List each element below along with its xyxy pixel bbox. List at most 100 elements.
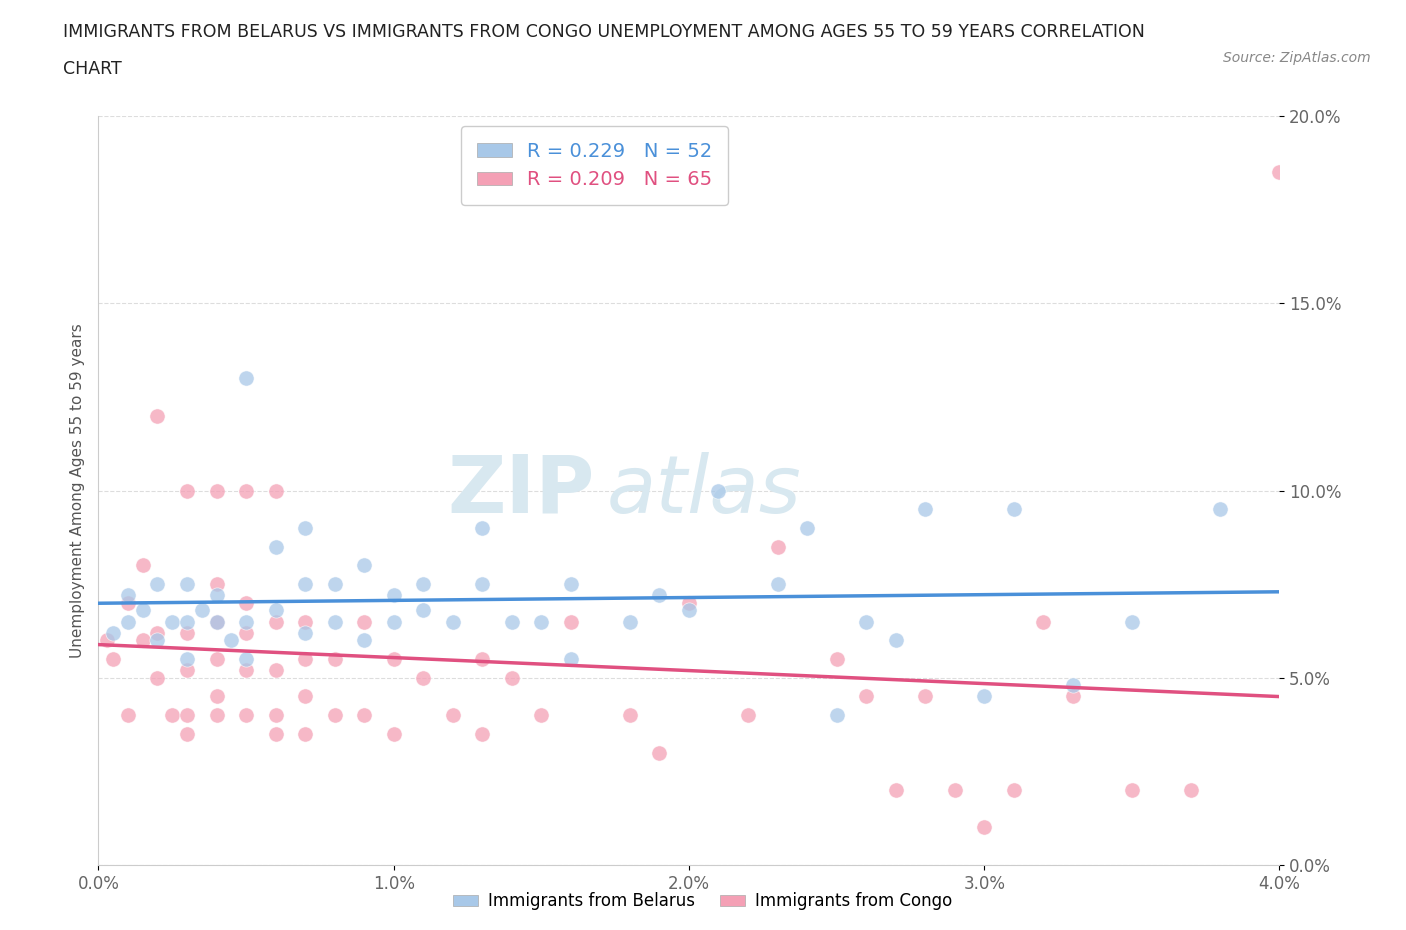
Point <box>382 652 405 667</box>
Point <box>117 614 139 629</box>
Point <box>353 614 375 629</box>
Text: CHART: CHART <box>63 60 122 78</box>
Point <box>1062 678 1084 693</box>
Point <box>766 577 789 591</box>
Point <box>973 689 995 704</box>
Point <box>323 708 346 723</box>
Point <box>264 708 287 723</box>
Text: ZIP: ZIP <box>447 452 595 529</box>
Point <box>1002 782 1025 797</box>
Point <box>117 595 139 610</box>
Point <box>205 652 228 667</box>
Y-axis label: Unemployment Among Ages 55 to 59 years: Unemployment Among Ages 55 to 59 years <box>69 324 84 658</box>
Point <box>619 614 641 629</box>
Point <box>117 708 139 723</box>
Point <box>678 595 700 610</box>
Point <box>560 652 582 667</box>
Point <box>221 632 243 647</box>
Point <box>648 588 671 603</box>
Point <box>146 671 169 685</box>
Point <box>235 595 257 610</box>
Point <box>1062 689 1084 704</box>
Point <box>162 708 183 723</box>
Point <box>678 603 700 618</box>
Point <box>294 689 316 704</box>
Point <box>1032 614 1054 629</box>
Point <box>1180 782 1202 797</box>
Text: Source: ZipAtlas.com: Source: ZipAtlas.com <box>1223 51 1371 65</box>
Point <box>264 614 287 629</box>
Point <box>294 625 316 640</box>
Point <box>501 614 523 629</box>
Point <box>1121 614 1143 629</box>
Point <box>737 708 759 723</box>
Point <box>323 614 346 629</box>
Point <box>560 577 582 591</box>
Point <box>235 708 257 723</box>
Point <box>176 625 198 640</box>
Point <box>530 708 553 723</box>
Point <box>264 726 287 741</box>
Point <box>264 603 287 618</box>
Point <box>264 484 287 498</box>
Point <box>382 726 405 741</box>
Legend: Immigrants from Belarus, Immigrants from Congo: Immigrants from Belarus, Immigrants from… <box>447 885 959 917</box>
Point <box>176 614 198 629</box>
Point <box>412 603 434 618</box>
Point <box>205 614 228 629</box>
Point <box>176 577 198 591</box>
Point <box>914 689 936 704</box>
Point <box>973 820 995 835</box>
Point <box>648 745 671 760</box>
Point <box>707 484 730 498</box>
Point <box>353 558 375 573</box>
Point <box>441 708 464 723</box>
Point <box>382 614 405 629</box>
Point <box>103 652 125 667</box>
Point <box>884 632 907 647</box>
Point <box>132 603 155 618</box>
Point <box>294 726 316 741</box>
Point <box>294 577 316 591</box>
Point <box>530 614 553 629</box>
Point <box>382 588 405 603</box>
Point <box>471 726 494 741</box>
Point <box>205 588 228 603</box>
Point <box>855 614 877 629</box>
Point <box>205 577 228 591</box>
Point <box>176 663 198 678</box>
Point <box>471 577 494 591</box>
Point <box>294 652 316 667</box>
Point <box>264 539 287 554</box>
Point <box>146 625 169 640</box>
Point <box>162 614 183 629</box>
Point <box>176 652 198 667</box>
Point <box>412 671 434 685</box>
Point <box>619 708 641 723</box>
Point <box>323 652 346 667</box>
Point <box>1268 165 1291 179</box>
Point <box>205 484 228 498</box>
Point <box>441 614 464 629</box>
Point <box>235 652 257 667</box>
Point <box>205 708 228 723</box>
Point <box>766 539 789 554</box>
Point <box>353 632 375 647</box>
Point <box>501 671 523 685</box>
Text: IMMIGRANTS FROM BELARUS VS IMMIGRANTS FROM CONGO UNEMPLOYMENT AMONG AGES 55 TO 5: IMMIGRANTS FROM BELARUS VS IMMIGRANTS FR… <box>63 23 1144 41</box>
Legend: R = 0.229   N = 52, R = 0.209   N = 65: R = 0.229 N = 52, R = 0.209 N = 65 <box>461 126 728 205</box>
Point <box>176 484 198 498</box>
Point <box>560 614 582 629</box>
Point <box>235 614 257 629</box>
Point <box>412 577 434 591</box>
Point <box>117 588 139 603</box>
Point <box>205 614 228 629</box>
Point <box>294 521 316 536</box>
Point <box>235 371 257 386</box>
Point <box>146 577 169 591</box>
Point <box>943 782 966 797</box>
Point <box>1002 502 1025 517</box>
Point <box>96 632 118 647</box>
Point <box>176 708 198 723</box>
Point <box>914 502 936 517</box>
